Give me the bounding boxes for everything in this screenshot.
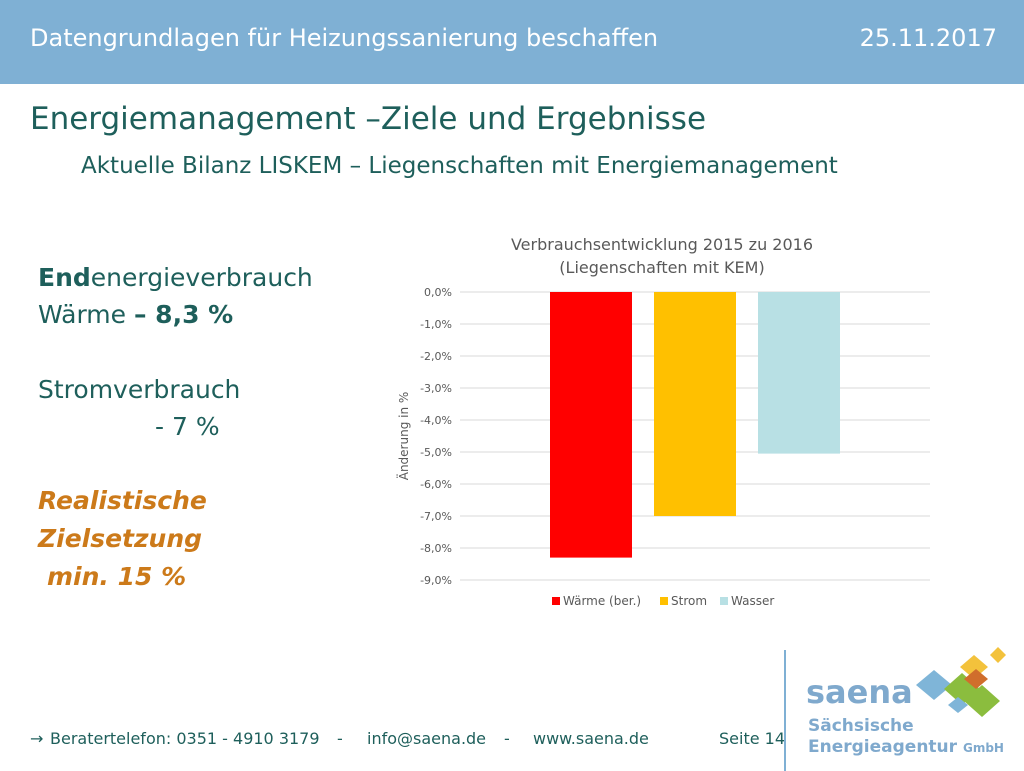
bar-3 — [758, 292, 840, 454]
legend-swatch — [552, 597, 560, 605]
waerme-line: Wärme – 8,3 % — [38, 300, 233, 329]
saena-logo-word: saena — [806, 673, 913, 711]
ziel-line-2: Zielsetzung — [38, 524, 203, 553]
footer-email[interactable]: info@saena.de — [367, 729, 487, 748]
footer-phone: Beratertelefon: 0351 - 4910 3179 — [50, 729, 320, 748]
y-tick-label: 0,0% — [424, 286, 452, 299]
page-title: Energiemanagement –Ziele und Ergebnisse — [30, 101, 707, 137]
y-tick-label: -1,0% — [420, 318, 452, 331]
end-bold-text: End — [38, 263, 91, 292]
y-tick-label: -7,0% — [420, 510, 452, 523]
waerme-label: Wärme — [38, 300, 134, 329]
legend-swatch — [720, 597, 728, 605]
legend-swatch — [660, 597, 668, 605]
saena-logo-gmbh: GmbH — [962, 741, 1004, 755]
chart-title-line-1: Verbrauchsentwicklung 2015 zu 2016 — [511, 235, 813, 254]
legend-label: Strom — [671, 594, 707, 608]
energieverbrauch-text: energieverbrauch — [90, 263, 313, 292]
waerme-value: – 8,3 % — [133, 300, 234, 329]
chart-title-line-2: (Liegenschaften mit KEM) — [559, 258, 764, 277]
y-tick-label: -6,0% — [420, 478, 452, 491]
saena-logo-energieagentur: Energieagentur — [808, 737, 958, 757]
footer-divider — [784, 650, 786, 771]
header-bar: Datengrundlagen für Heizungssanierung be… — [0, 0, 1024, 84]
y-tick-label: -2,0% — [420, 350, 452, 363]
ziel-line-1: Realistische — [38, 486, 207, 515]
strom-value: - 7 % — [155, 412, 220, 441]
y-tick-label: -4,0% — [420, 414, 452, 427]
legend-label: Wärme (ber.) — [563, 594, 641, 608]
saena-logo-line-2: Energieagentur GmbH — [808, 737, 1004, 757]
saena-logo-line-1: Sächsische — [808, 716, 914, 736]
page-subtitle: Aktuelle Bilanz LISKEM – Liegenschaften … — [81, 153, 838, 179]
bar-1 — [550, 292, 632, 558]
y-axis-label: Änderung in % — [396, 392, 411, 481]
header-date: 25.11.2017 — [859, 24, 997, 52]
endenergie-heading: Endenergieverbrauch — [38, 263, 313, 292]
y-tick-label: -8,0% — [420, 542, 452, 555]
header-title: Datengrundlagen für Heizungssanierung be… — [30, 24, 659, 52]
bar-2 — [654, 292, 736, 516]
saena-logo-icon — [916, 647, 1006, 717]
legend-label: Wasser — [731, 594, 774, 608]
y-tick-label: -3,0% — [420, 382, 452, 395]
footer-sep-2: - — [504, 729, 510, 748]
footer-arrow: → — [30, 729, 44, 748]
footer-sep-1: - — [337, 729, 343, 748]
consumption-chart: Verbrauchsentwicklung 2015 zu 2016 (Liege… — [396, 235, 930, 608]
strom-heading: Stromverbrauch — [38, 375, 241, 404]
y-tick-label: -9,0% — [420, 574, 452, 587]
y-tick-label: -5,0% — [420, 446, 452, 459]
footer-page-number: Seite 14 — [719, 729, 786, 748]
footer-website[interactable]: www.saena.de — [533, 729, 649, 748]
ziel-line-3: min. 15 % — [47, 562, 187, 591]
